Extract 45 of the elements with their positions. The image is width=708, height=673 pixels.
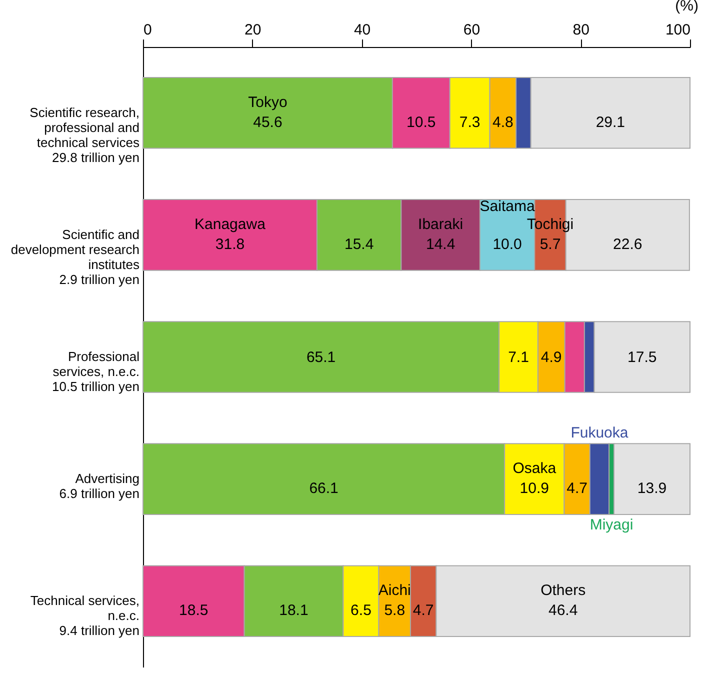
data-label: 13.9 [637, 480, 667, 498]
x-tick-label: 20 [244, 22, 262, 38]
data-label: 7.3 [459, 114, 480, 131]
series-label: Ibaraki [418, 216, 464, 233]
x-tick-label: 60 [463, 22, 480, 38]
data-label: 29.1 [596, 114, 626, 131]
data-label: 10.0 [492, 236, 522, 253]
data-label: 31.8 [215, 236, 245, 253]
data-label: 4.7 [412, 602, 434, 620]
data-label: 17.5 [628, 349, 657, 366]
data-label: 18.5 [178, 602, 208, 620]
data-label: 10.5 [406, 114, 436, 131]
data-label: 4.9 [540, 349, 562, 366]
y-tick-label: Technical services, n.e.c. 9.4 trillion yen [30, 593, 140, 638]
series-label: Saitama [480, 198, 536, 215]
data-label: 14.4 [426, 236, 456, 253]
series-label: Fukuoka [570, 424, 629, 442]
data-label: 22.6 [613, 236, 642, 253]
x-tick-label: 100 [665, 22, 690, 38]
series-label: Osaka [512, 460, 557, 478]
data-label: 5.8 [384, 602, 406, 620]
data-label: 10.9 [520, 480, 549, 498]
x-axis-title: (%) [675, 0, 699, 14]
y-tick-label: Advertising 6.9 trillion yen [59, 471, 140, 502]
y-tick-label: Scientific and development research institutes 2.9 trillion yen [10, 226, 140, 287]
data-label: 66.1 [309, 480, 338, 498]
data-label: 4.7 [566, 480, 588, 498]
data-label: 5.7 [540, 236, 561, 253]
data-label: 4.8 [492, 114, 514, 131]
data-label: 6.5 [350, 602, 372, 620]
series-label: Miyagi [590, 516, 634, 534]
data-label: 65.1 [306, 349, 336, 366]
x-tick-label: 0 [144, 22, 152, 38]
data-label: 15.4 [344, 236, 374, 253]
data-label: 18.1 [279, 602, 308, 620]
data-label: 45.6 [253, 114, 282, 131]
y-tick-label: Scientific research, professional and technical services 29.8 trillion yen [30, 104, 140, 165]
series-label: Kanagawa [194, 216, 266, 233]
series-label: Tokyo [248, 94, 288, 111]
data-label: 46.4 [548, 602, 578, 620]
x-tick-label: 80 [572, 22, 590, 38]
x-tick-label: 40 [354, 22, 371, 38]
data-label: 7.1 [508, 349, 529, 366]
series-label: Others [540, 582, 586, 600]
y-tick-label: Professional services, n.e.c. 10.5 trillion yen [52, 349, 140, 394]
